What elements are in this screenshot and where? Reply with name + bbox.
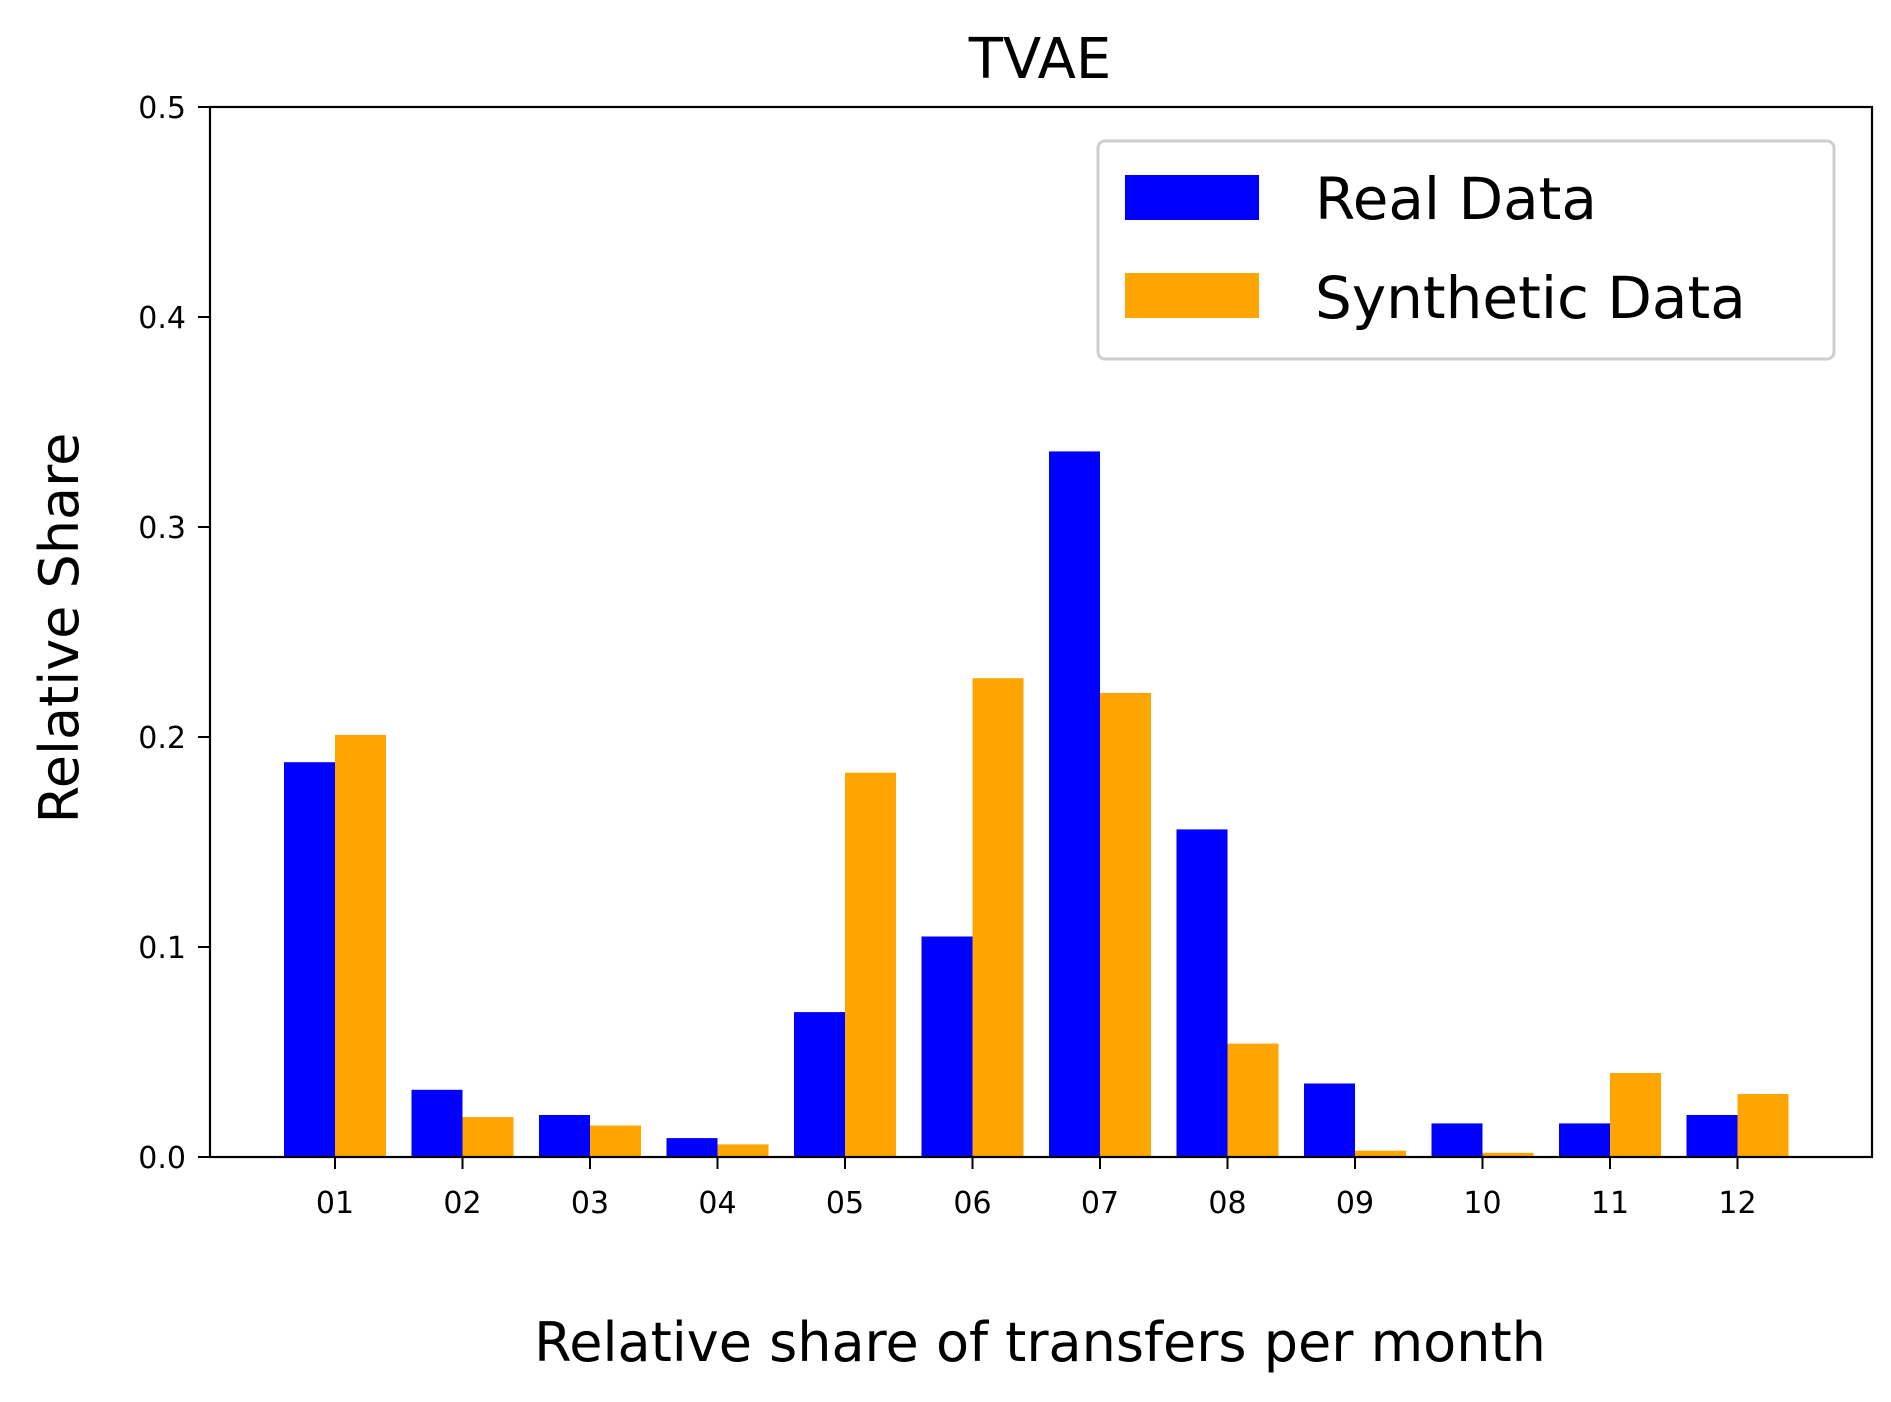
y-tick-label: 0.2 [138,721,186,756]
y-tick-label: 0.0 [138,1141,186,1176]
bar-real-data-12 [1686,1115,1738,1157]
bar-synthetic-data-03 [590,1125,641,1157]
legend-swatch-real-data [1125,175,1259,220]
bar-synthetic-data-01 [335,734,386,1157]
y-tick-label: 0.4 [138,301,186,336]
bar-real-data-09 [1304,1083,1355,1157]
legend-item-synthetic-data: Synthetic Data [1125,264,1746,332]
legend-item-real-data: Real Data [1125,165,1597,233]
bars-group [284,451,1789,1157]
bar-real-data-04 [666,1138,718,1157]
bar-synthetic-data-06 [972,678,1024,1157]
bar-synthetic-data-07 [1100,692,1151,1157]
bar-synthetic-data-12 [1737,1094,1789,1157]
bar-synthetic-data-08 [1227,1043,1279,1157]
x-tick-label: 07 [1081,1186,1119,1221]
bar-real-data-05 [794,1012,845,1157]
bar-real-data-01 [284,762,335,1157]
bar-real-data-08 [1176,829,1228,1157]
chart-title: TVAE [968,27,1112,92]
bar-synthetic-data-04 [717,1144,769,1157]
x-tick-label: 11 [1591,1186,1629,1221]
x-tick-label: 02 [443,1186,481,1221]
bar-synthetic-data-05 [845,772,896,1157]
y-tick-label: 0.3 [138,511,186,546]
bar-synthetic-data-11 [1610,1073,1661,1157]
bar-real-data-03 [539,1115,590,1157]
plot-frame [208,105,1874,1159]
bar-real-data-06 [921,936,973,1157]
bar-synthetic-data-09 [1355,1150,1406,1157]
legend-swatch-synthetic-data [1125,273,1259,318]
x-tick-label: 12 [1718,1186,1756,1221]
x-tick-label: 01 [316,1186,354,1221]
y-axis-title: Relative Share [28,433,91,824]
x-tick-label: 10 [1463,1186,1501,1221]
x-tick-label: 09 [1336,1186,1374,1221]
y-tick-label: 0.5 [138,91,186,126]
legend-box [1096,139,1836,361]
bar-synthetic-data-02 [462,1117,514,1157]
x-tick-label: 06 [953,1186,991,1221]
x-tick-label: 08 [1208,1186,1246,1221]
x-tick-label: 03 [571,1186,609,1221]
y-tick-label: 0.1 [138,931,186,966]
legend-label-real-data: Real Data [1315,165,1597,233]
y-axis-ticks: 0.0 0.1 0.2 0.3 0.4 0.5 [138,91,210,1176]
x-tick-label: 04 [698,1186,736,1221]
bar-real-data-10 [1431,1123,1483,1157]
legend: Real Data Synthetic Data [1096,139,1836,361]
bar-real-data-11 [1559,1123,1610,1157]
bar-synthetic-data-10 [1482,1152,1534,1157]
bar-real-data-07 [1049,451,1100,1157]
x-axis-ticks: 01 02 03 04 05 06 07 08 09 10 11 12 [316,1157,1757,1221]
x-tick-label: 05 [826,1186,864,1221]
x-axis-title: Relative share of transfers per month [534,1311,1546,1374]
legend-label-synthetic-data: Synthetic Data [1315,264,1746,332]
bar-real-data-02 [411,1089,463,1157]
